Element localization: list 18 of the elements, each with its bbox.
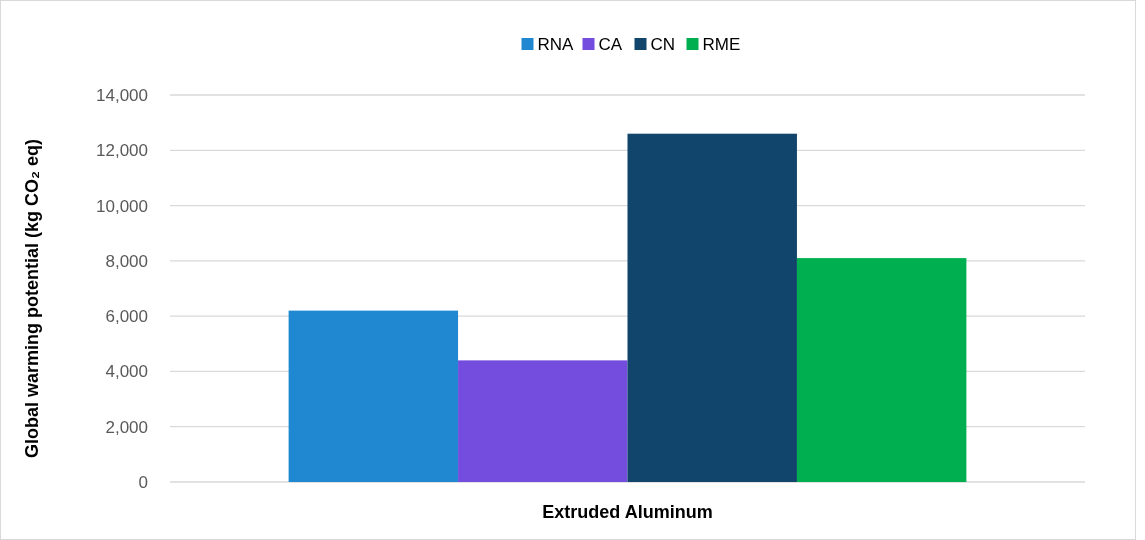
y-axis-title: Global warming potential (kg CO₂ eq) (22, 138, 42, 459)
y-tick-label: 2,000 (105, 417, 148, 437)
legend-label: CA (598, 34, 623, 54)
y-tick-label: 12,000 (96, 141, 148, 161)
legend-label: CN (650, 34, 676, 54)
bar (627, 133, 797, 482)
bar (458, 360, 628, 482)
y-tick-label: 14,000 (96, 85, 148, 105)
bar (288, 310, 459, 482)
y-tick-label: 10,000 (96, 196, 148, 216)
legend-label: RNA (537, 34, 575, 54)
y-tick-label: 4,000 (105, 362, 148, 382)
y-tick-label: 8,000 (105, 251, 148, 271)
bar (796, 258, 967, 482)
y-tick-label: 0 (138, 472, 148, 492)
x-tick-label: Extruded Aluminum (542, 502, 713, 522)
legend-label: RME (702, 34, 741, 54)
y-tick-label: 6,000 (105, 307, 148, 327)
